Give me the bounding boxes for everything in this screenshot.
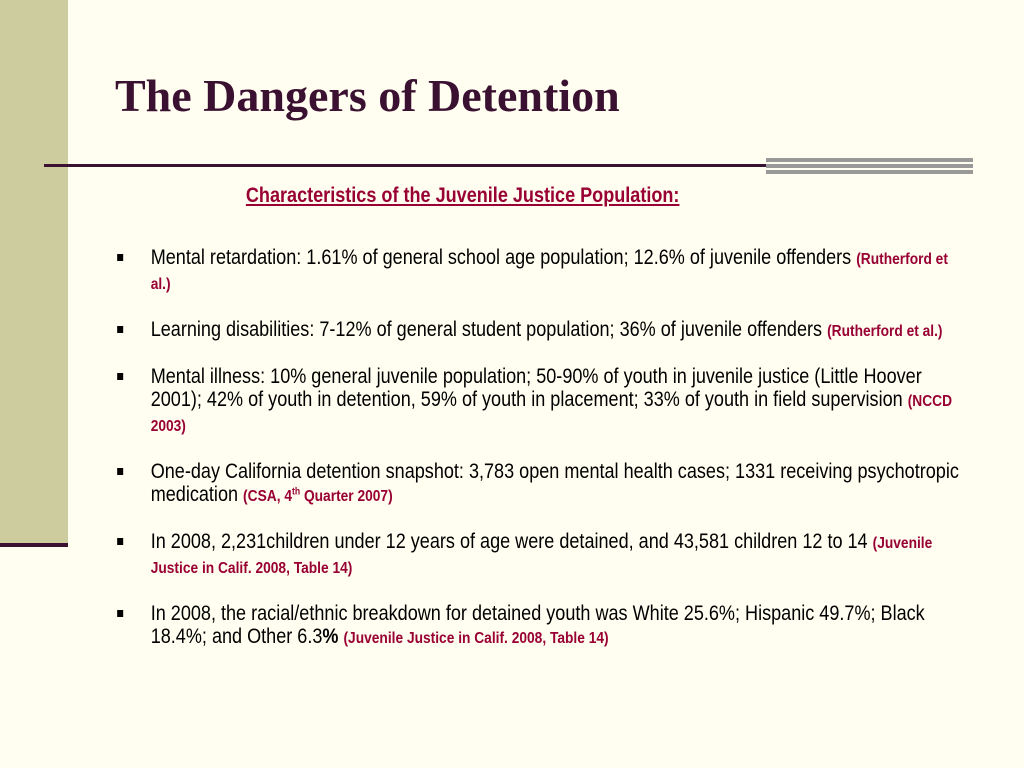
bullet-item: In 2008, 2,231children under 12 years of… xyxy=(112,530,959,580)
square-bullet-icon xyxy=(117,373,124,380)
bullet-item: Learning disabilities: 7-12% of general … xyxy=(112,318,959,343)
bullet-item: One-day California detention snapshot: 3… xyxy=(112,460,959,508)
square-bullet-icon xyxy=(117,538,124,545)
bullet-text: Learning disabilities: 7-12% of general … xyxy=(150,318,828,341)
bullet-item: Mental retardation: 1.61% of general sch… xyxy=(112,246,959,296)
title-divider xyxy=(44,164,770,167)
bullet-list: Mental retardation: 1.61% of general sch… xyxy=(112,246,959,672)
left-accent-bar xyxy=(0,0,68,545)
bullet-item: Mental illness: 10% general juvenile pop… xyxy=(112,365,959,438)
citation: (Rutherford et al.) xyxy=(827,323,943,340)
accent-stripes xyxy=(766,158,973,176)
citation-superscript: th xyxy=(291,486,301,498)
citation: (Rutherford et al.) xyxy=(150,251,948,293)
bullet-text: In 2008, the racial/ethnic breakdown for… xyxy=(150,602,925,648)
citation: (Juvenile Justice in Calif. 2008, Table … xyxy=(150,535,933,577)
square-bullet-icon xyxy=(117,326,124,333)
accent-stripe xyxy=(766,158,973,162)
bullet-text-bold: % xyxy=(322,625,344,648)
bullet-text: In 2008, 2,231children under 12 years of… xyxy=(150,530,873,553)
citation: (NCCD 2003) xyxy=(150,393,953,435)
accent-stripe xyxy=(766,164,973,168)
slide-title: The Dangers of Detention xyxy=(115,70,620,121)
citation-part: (CSA, 4 xyxy=(243,488,292,505)
square-bullet-icon xyxy=(117,468,124,475)
bullet-item: In 2008, the racial/ethnic breakdown for… xyxy=(112,602,959,650)
accent-stripe xyxy=(766,170,973,174)
bullet-text: Mental retardation: 1.61% of general sch… xyxy=(150,246,857,269)
square-bullet-icon xyxy=(117,610,124,617)
bullet-text: Mental illness: 10% general juvenile pop… xyxy=(150,365,922,411)
left-accent-rule xyxy=(0,543,68,547)
bullet-text: One-day California detention snapshot: 3… xyxy=(150,460,959,506)
square-bullet-icon xyxy=(117,254,124,261)
citation: (CSA, 4th Quarter 2007) xyxy=(243,486,393,505)
citation: (Juvenile Justice in Calif. 2008, Table … xyxy=(343,630,609,647)
slide-subtitle: Characteristics of the Juvenile Justice … xyxy=(245,184,680,207)
citation-part: Quarter 2007) xyxy=(300,488,393,505)
